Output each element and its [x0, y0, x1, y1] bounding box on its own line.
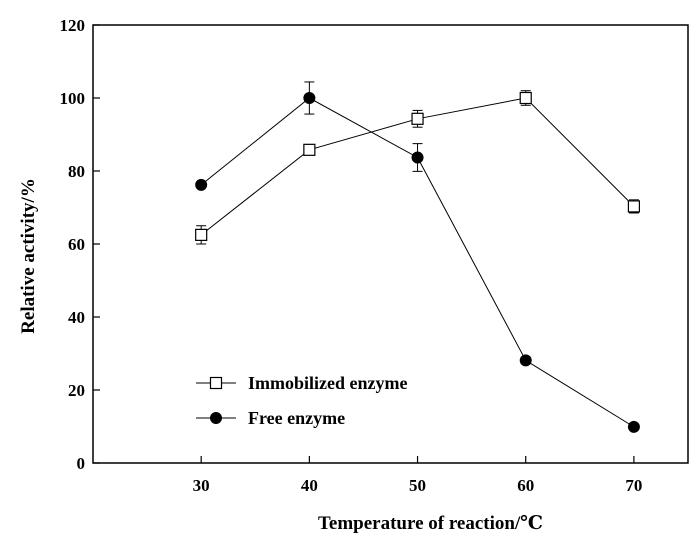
x-axis: 30 40 50 60 70	[193, 456, 642, 495]
y-tick-label: 40	[68, 308, 85, 327]
series-free-enzyme	[195, 81, 640, 433]
series-immobilized-enzyme	[195, 90, 641, 245]
data-point	[627, 420, 640, 433]
legend-label: Immobilized enzyme	[248, 373, 407, 393]
data-point	[519, 354, 532, 367]
y-tick-label: 20	[68, 381, 85, 400]
data-point	[519, 91, 532, 105]
data-point	[411, 112, 424, 125]
y-tick-label: 0	[77, 454, 86, 473]
data-point	[195, 228, 208, 241]
y-tick-label: 120	[60, 16, 86, 35]
legend: Immobilized enzyme Free enzyme	[196, 373, 407, 428]
y-axis: 0 20 40 60 80 100 120	[60, 16, 100, 473]
x-tick-label: 40	[301, 476, 318, 495]
plot-border	[92, 24, 689, 464]
series-layer	[195, 81, 641, 433]
data-point	[627, 200, 641, 213]
x-tick-label: 50	[409, 476, 426, 495]
legend-label: Free enzyme	[248, 408, 345, 428]
x-tick-label: 70	[625, 476, 642, 495]
y-tick-label: 80	[68, 162, 85, 181]
y-tick-label: 100	[60, 89, 86, 108]
y-tick-label: 60	[68, 235, 85, 254]
data-point	[303, 92, 316, 104]
x-axis-title: Temperature of reaction/℃	[318, 513, 543, 534]
x-tick-label: 60	[517, 476, 534, 495]
plot-frame	[92, 24, 689, 464]
legend-marker	[209, 376, 223, 390]
legend-marker	[210, 412, 222, 424]
data-point	[195, 178, 208, 191]
y-axis-title: Relative activity/%	[18, 178, 39, 334]
x-tick-label: 30	[193, 476, 210, 495]
data-point	[303, 143, 316, 156]
data-point	[411, 151, 424, 164]
